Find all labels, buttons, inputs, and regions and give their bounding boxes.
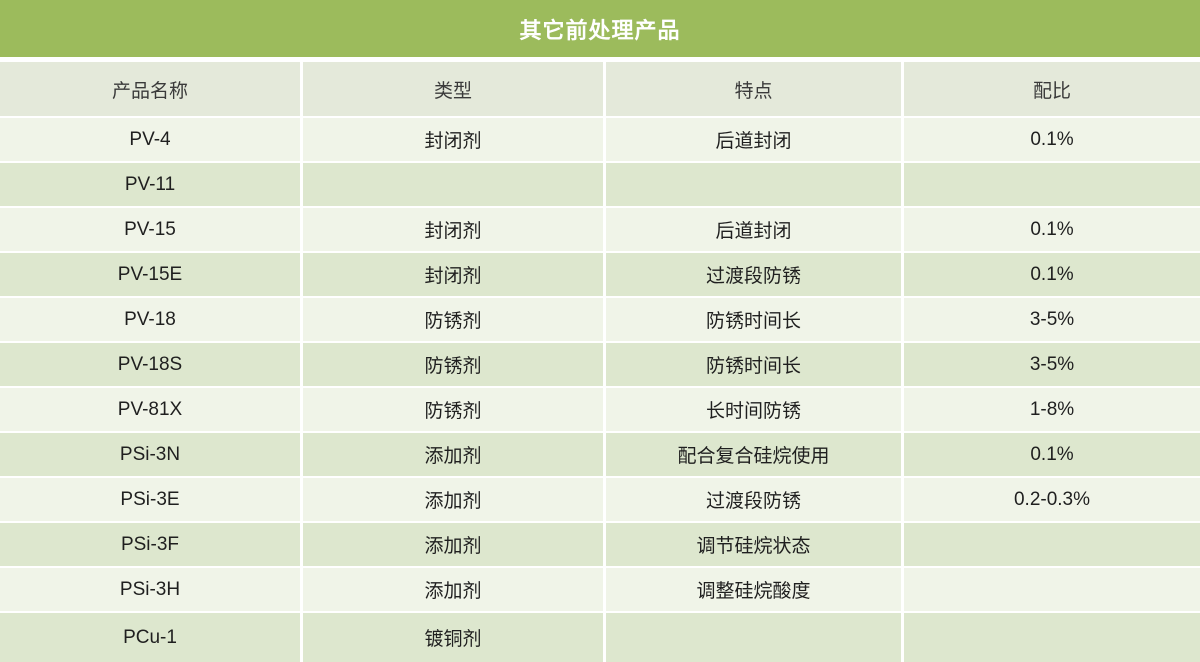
- table-row: PSi-3H 添加剂 调整硅烷酸度: [0, 568, 1200, 611]
- cell-feature: 后道封闭: [606, 118, 901, 161]
- cell-product-name: PSi-3N: [0, 433, 300, 476]
- cell-ratio: [904, 568, 1200, 611]
- cell-feature: 防锈时间长: [606, 298, 901, 341]
- cell-ratio: 0.1%: [904, 208, 1200, 251]
- table-row: PV-81X 防锈剂 长时间防锈 1-8%: [0, 388, 1200, 431]
- table-row: PCu-1 镀铜剂: [0, 613, 1200, 662]
- column-header-ratio: 配比: [904, 62, 1200, 116]
- cell-product-name: PV-4: [0, 118, 300, 161]
- column-header-product-name: 产品名称: [0, 62, 300, 116]
- cell-product-name: PV-11: [0, 163, 300, 206]
- cell-ratio: [904, 613, 1200, 662]
- cell-feature: 过渡段防锈: [606, 253, 901, 296]
- cell-type: 防锈剂: [303, 388, 603, 431]
- cell-product-name: PV-15: [0, 208, 300, 251]
- cell-product-name: PSi-3H: [0, 568, 300, 611]
- cell-feature: 长时间防锈: [606, 388, 901, 431]
- cell-product-name: PV-81X: [0, 388, 300, 431]
- cell-feature: 调整硅烷酸度: [606, 568, 901, 611]
- cell-ratio: [904, 163, 1200, 206]
- cell-type: 添加剂: [303, 478, 603, 521]
- cell-ratio: 0.1%: [904, 433, 1200, 476]
- table-row: PSi-3F 添加剂 调节硅烷状态: [0, 523, 1200, 566]
- cell-type: 添加剂: [303, 568, 603, 611]
- table-row: PV-4 封闭剂 后道封闭 0.1%: [0, 118, 1200, 161]
- cell-ratio: 1-8%: [904, 388, 1200, 431]
- cell-ratio: [904, 523, 1200, 566]
- cell-product-name: PSi-3F: [0, 523, 300, 566]
- cell-feature: 过渡段防锈: [606, 478, 901, 521]
- cell-type: 防锈剂: [303, 298, 603, 341]
- table-row: PV-15 封闭剂 后道封闭 0.1%: [0, 208, 1200, 251]
- cell-type: 添加剂: [303, 433, 603, 476]
- cell-feature: 配合复合硅烷使用: [606, 433, 901, 476]
- cell-ratio: 0.1%: [904, 253, 1200, 296]
- table-row: PSi-3E 添加剂 过渡段防锈 0.2-0.3%: [0, 478, 1200, 521]
- cell-feature: 后道封闭: [606, 208, 901, 251]
- cell-type: 封闭剂: [303, 118, 603, 161]
- cell-type: 镀铜剂: [303, 613, 603, 662]
- cell-type: 封闭剂: [303, 253, 603, 296]
- cell-feature: 防锈时间长: [606, 343, 901, 386]
- table-row: PV-18S 防锈剂 防锈时间长 3-5%: [0, 343, 1200, 386]
- cell-feature: [606, 163, 901, 206]
- cell-product-name: PSi-3E: [0, 478, 300, 521]
- table-row: PV-18 防锈剂 防锈时间长 3-5%: [0, 298, 1200, 341]
- table-row: PSi-3N 添加剂 配合复合硅烷使用 0.1%: [0, 433, 1200, 476]
- cell-feature: [606, 613, 901, 662]
- table-row: PV-15E 封闭剂 过渡段防锈 0.1%: [0, 253, 1200, 296]
- title-bar: 其它前处理产品: [0, 0, 1200, 57]
- header-row: 产品名称 类型 特点 配比: [0, 62, 1200, 116]
- cell-feature: 调节硅烷状态: [606, 523, 901, 566]
- column-header-feature: 特点: [606, 62, 901, 116]
- cell-type: 封闭剂: [303, 208, 603, 251]
- cell-ratio: 0.1%: [904, 118, 1200, 161]
- cell-ratio: 0.2-0.3%: [904, 478, 1200, 521]
- cell-type: 防锈剂: [303, 343, 603, 386]
- table-row: PV-11: [0, 163, 1200, 206]
- column-header-type: 类型: [303, 62, 603, 116]
- cell-type: [303, 163, 603, 206]
- cell-type: 添加剂: [303, 523, 603, 566]
- cell-product-name: PV-18: [0, 298, 300, 341]
- cell-ratio: 3-5%: [904, 343, 1200, 386]
- cell-product-name: PV-15E: [0, 253, 300, 296]
- cell-ratio: 3-5%: [904, 298, 1200, 341]
- cell-product-name: PCu-1: [0, 613, 300, 662]
- cell-product-name: PV-18S: [0, 343, 300, 386]
- page-title: 其它前处理产品: [519, 17, 681, 43]
- products-table: 产品名称 类型 特点 配比 PV-4 封闭剂 后道封闭 0.1% PV-11 P…: [0, 62, 1200, 662]
